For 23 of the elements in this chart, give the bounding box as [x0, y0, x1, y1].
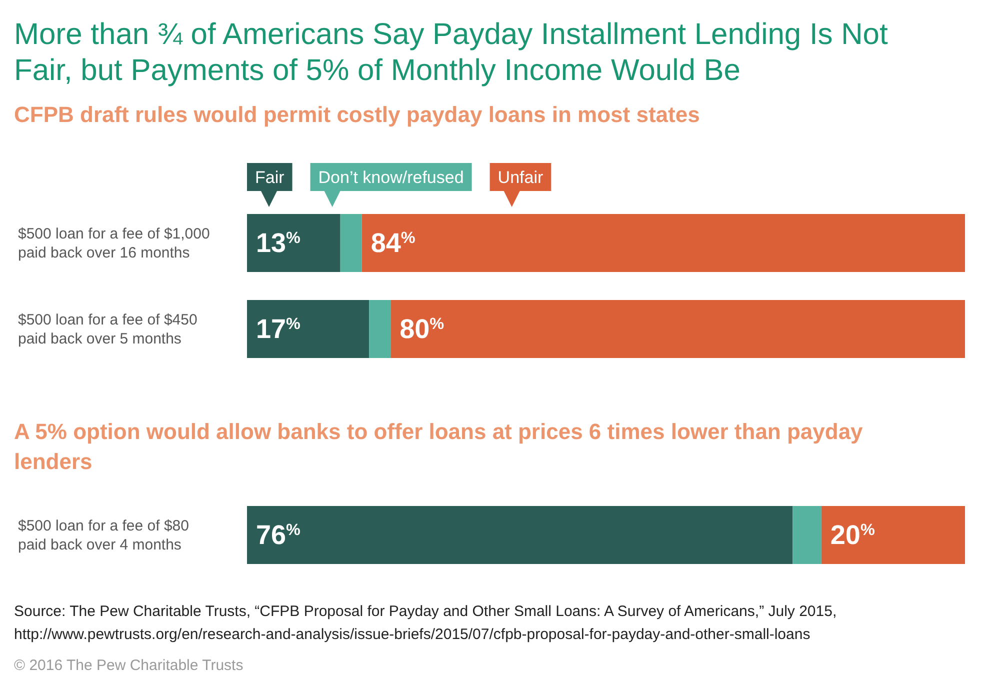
bar [369, 300, 391, 358]
series-label: Fair [255, 168, 285, 187]
bar [340, 214, 362, 272]
y-tick-label: $500 loan for a fee of $80 paid back over 4 months [18, 518, 189, 554]
data-label: 80$^{%}$ [400, 314, 444, 344]
bar [362, 214, 965, 272]
chart-subtitle: CFPB draft rules would permit costly payday loans in most states [14, 102, 700, 127]
y-tick-label: $500 loan for a fee of $450 paid back over 5 months [18, 312, 198, 348]
data-label: 20$^{%}$ [830, 520, 875, 550]
text: © 2016 The Pew Charitable Trusts [14, 657, 244, 674]
data-label: 84$^{%}$ [370, 228, 416, 258]
text: Don’t know/refused [318, 168, 464, 187]
series-label: Unfair [498, 168, 544, 187]
chart-title: More than ¾ of Americans Say Payday Installment Lending Is Not Fair, but Payments of 5% of Monthly Income Would Be [14, 18, 888, 87]
bar [247, 214, 340, 272]
data-label: 76$^{%}$ [256, 520, 300, 550]
data-label: 13$^{%}$ [256, 228, 300, 258]
data-label: 17$^{%}$ [256, 314, 300, 344]
bar [390, 300, 965, 358]
y-tick-label: $500 loan for a fee of $1,000 paid back over 16 months [18, 226, 210, 262]
chart-subtitle: A 5% option would allow banks to offer loans at prices 6 times lower than payday lenders [14, 419, 864, 474]
source-note: Source: The Pew Charitable Trusts, “CFPB Proposal for Payday and Other Small Loans: A Survey of Americans,” July 2015, http://www.pewtrusts.org/en/research-and-analysis/issue-briefs/2015/07/cfpb-proposal-for-payday-and-other-small-loans [14, 603, 837, 643]
bar [247, 300, 370, 358]
